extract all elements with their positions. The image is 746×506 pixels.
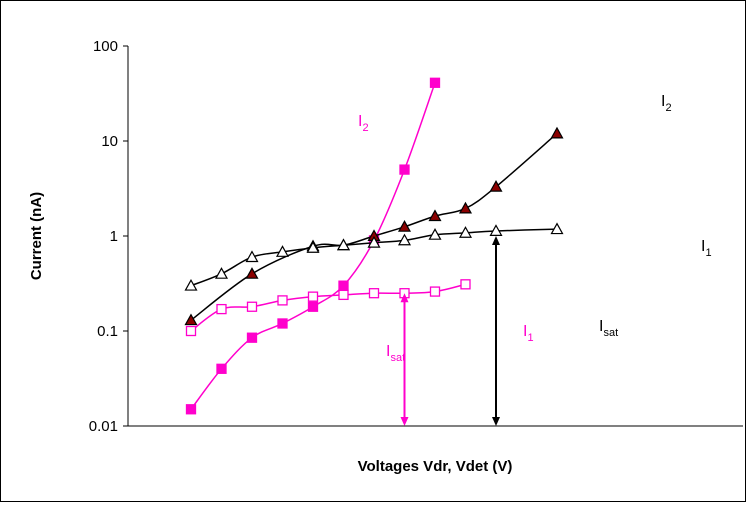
- y-ticks: 100 10 1 0.1 0.01: [89, 38, 128, 435]
- data-point: [338, 280, 349, 291]
- data-point: [185, 404, 197, 415]
- data-point: [336, 238, 351, 251]
- data-point: [307, 301, 319, 312]
- data-point: [550, 126, 564, 139]
- data-point: [460, 279, 471, 290]
- data-point: [428, 209, 442, 222]
- data-point: [338, 289, 349, 301]
- arrow-head-up: [492, 236, 500, 245]
- data-point: [458, 226, 473, 238]
- isat-arrow: [492, 236, 500, 426]
- data-point: [245, 267, 259, 279]
- annotation-label-I2-black: I2: [661, 93, 672, 114]
- series-black_i1: [184, 222, 564, 291]
- data-point: [184, 313, 198, 326]
- data-point: [216, 303, 227, 315]
- y-tick-label: 0.1: [97, 323, 118, 340]
- data-point: [185, 325, 197, 337]
- data-point: [397, 220, 412, 232]
- data-point: [489, 224, 503, 236]
- series-line: [190, 283, 466, 332]
- arrow-head-up: [400, 293, 409, 303]
- data-point: [368, 288, 380, 299]
- data-point: [216, 363, 227, 374]
- data-point: [489, 180, 503, 192]
- annotation-label-Isat-magenta: Isat: [386, 343, 405, 364]
- arrow-layer: [400, 236, 500, 426]
- data-point: [429, 286, 441, 297]
- data-point: [367, 235, 381, 248]
- data-point: [246, 301, 258, 312]
- data-point: [246, 332, 258, 343]
- data-point: [277, 318, 288, 329]
- data-point: [397, 233, 412, 246]
- annotation-label-Isat-black: Isat: [599, 318, 618, 339]
- data-point: [399, 164, 410, 175]
- data-point: [275, 245, 290, 257]
- x-axis-label: Voltages Vdr, Vdet (V): [358, 458, 513, 475]
- data-point: [429, 77, 441, 88]
- y-tick-label: 10: [101, 133, 118, 150]
- y-axis-label: Current (nA): [28, 192, 45, 280]
- data-point: [245, 250, 259, 263]
- data-point: [307, 291, 319, 302]
- series-layer: [184, 77, 564, 415]
- data-point: [458, 201, 473, 214]
- y-tick-label: 100: [93, 38, 118, 55]
- data-point: [306, 241, 320, 253]
- annotation-label-I1-magenta: I1: [523, 323, 534, 344]
- annotation-label-I2-magenta: I2: [358, 113, 369, 134]
- data-point: [550, 222, 564, 235]
- data-point: [428, 228, 442, 240]
- y-tick-label: 0.01: [89, 418, 118, 435]
- isat-arrow: [400, 293, 409, 426]
- series-line: [190, 132, 558, 321]
- series-magenta_i1: [185, 279, 471, 337]
- arrow-head-down: [492, 417, 500, 426]
- data-point: [277, 295, 288, 306]
- data-point: [214, 267, 229, 279]
- annotation-label-I1-black: I1: [701, 238, 712, 259]
- y-tick-label: 1: [110, 228, 118, 245]
- data-point: [184, 278, 198, 291]
- arrow-head-down: [400, 417, 409, 426]
- annotation-layer: I2 I2 I1 I1 Isat Isat: [358, 93, 712, 364]
